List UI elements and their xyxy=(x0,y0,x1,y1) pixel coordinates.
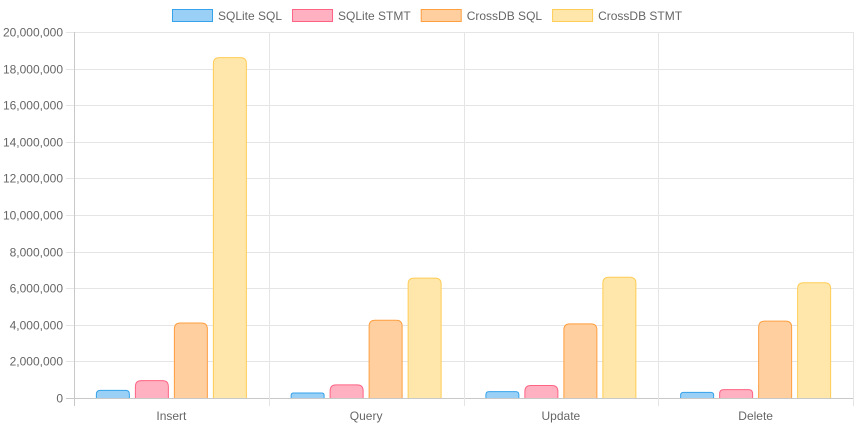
legend: SQLite SQL SQLite STMT CrossDB SQL CrossDB … xyxy=(172,9,683,23)
legend-item-crossdb-sql[interactable]: CrossDB SQL xyxy=(420,9,543,23)
legend-item-sqlite-sql[interactable]: SQLite SQL xyxy=(172,9,283,23)
y-tick-label: 0 xyxy=(56,392,63,406)
bar-insert-crossdb-stmt[interactable] xyxy=(212,57,247,398)
bar-update-sqlite-sql[interactable] xyxy=(485,391,520,398)
bar-delete-crossdb-sql[interactable] xyxy=(758,320,793,398)
plot-area xyxy=(95,57,832,398)
x-tick-label: Query xyxy=(350,409,383,423)
legend-item-sqlite-stmt[interactable]: SQLite STMT xyxy=(292,9,412,23)
legend-label: SQLite SQL xyxy=(218,9,282,23)
bar-update-crossdb-stmt[interactable] xyxy=(602,276,637,398)
x-tick-label: Delete xyxy=(738,409,773,423)
bar-insert-sqlite-stmt[interactable] xyxy=(134,380,169,398)
bar-insert-sqlite-sql[interactable] xyxy=(95,389,130,398)
legend-swatch xyxy=(420,9,462,22)
bar-delete-sqlite-stmt[interactable] xyxy=(719,389,754,398)
bar-query-sqlite-sql[interactable] xyxy=(290,392,325,398)
y-axis: 0 2,000,000 4,000,000 6,000,000 8,000,000 10,… xyxy=(3,26,63,406)
legend-item-crossdb-stmt[interactable]: CrossDB STMT xyxy=(552,9,683,23)
bar-update-sqlite-stmt[interactable] xyxy=(524,385,559,398)
y-tick-label: 6,000,000 xyxy=(10,282,64,296)
y-tick-label: 10,000,000 xyxy=(3,209,63,223)
y-tick-label: 8,000,000 xyxy=(10,246,64,260)
bar-delete-crossdb-stmt[interactable] xyxy=(797,282,832,398)
legend-label: CrossDB SQL xyxy=(467,9,543,23)
bar-query-sqlite-stmt[interactable] xyxy=(329,384,364,398)
legend-swatch xyxy=(172,9,213,22)
bar-insert-crossdb-sql[interactable] xyxy=(173,322,208,398)
y-tick-label: 2,000,000 xyxy=(10,355,64,369)
x-tick-label: Insert xyxy=(156,409,187,423)
legend-label: CrossDB STMT xyxy=(598,9,683,23)
y-tick-label: 20,000,000 xyxy=(3,26,63,40)
legend-label: SQLite STMT xyxy=(338,9,411,23)
x-axis: Insert Query Update Delete xyxy=(156,409,773,423)
bar-query-crossdb-sql[interactable] xyxy=(368,319,403,398)
y-tick-label: 18,000,000 xyxy=(3,63,63,77)
x-tick-label: Update xyxy=(542,409,581,423)
bar-delete-sqlite-sql[interactable] xyxy=(680,391,715,398)
y-tick-label: 4,000,000 xyxy=(10,319,64,333)
y-tick-label: 12,000,000 xyxy=(3,172,63,186)
bar-update-crossdb-sql[interactable] xyxy=(563,323,598,398)
y-tick-label: 14,000,000 xyxy=(3,136,63,150)
legend-swatch xyxy=(292,9,334,22)
y-tick-label: 16,000,000 xyxy=(3,99,63,113)
bar-query-crossdb-stmt[interactable] xyxy=(407,277,442,398)
legend-swatch xyxy=(552,9,594,22)
